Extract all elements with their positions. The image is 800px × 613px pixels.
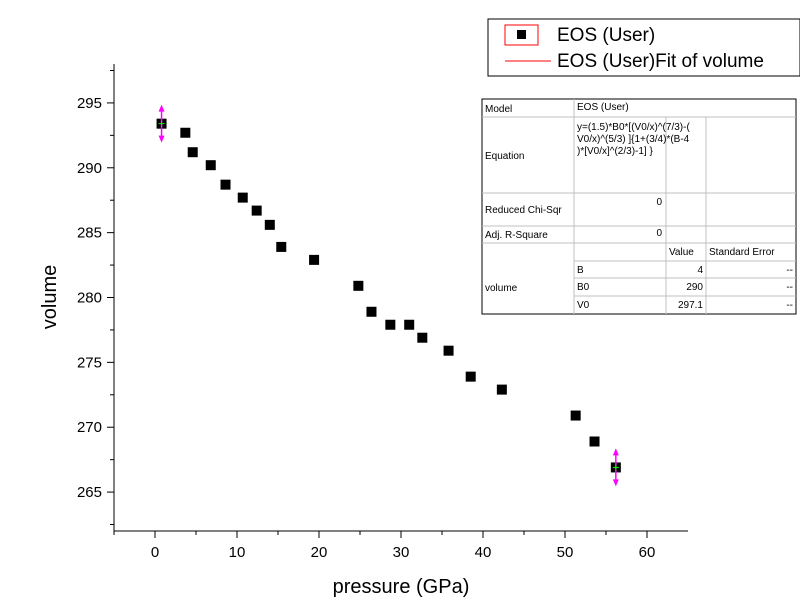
table-grid	[482, 99, 796, 314]
y-ticks: 265 270 275 280 285 290 295	[77, 69, 114, 526]
legend: EOS (User) EOS (User)Fit of volume	[487, 18, 800, 77]
x-tick-label: 40	[475, 544, 492, 561]
table-equation-line-1: y=(1.5)*B0*[(V0/x)^(7/3)-(	[577, 122, 690, 133]
data-point	[443, 345, 454, 356]
table-value-header: Value	[669, 247, 694, 258]
table-stderr-header: Standard Error	[709, 247, 775, 258]
x-ticks: 0 10 20 30 40 50 60	[113, 531, 656, 561]
data-point	[404, 319, 415, 330]
table-param-name: B0	[577, 282, 590, 293]
table-param-group-label: volume	[485, 283, 518, 294]
table-param-stderr: --	[786, 282, 793, 293]
x-axis-title: pressure (GPa)	[333, 576, 470, 598]
table-param-stderr: --	[786, 265, 793, 276]
data-point	[237, 192, 248, 203]
data-point	[496, 384, 507, 395]
data-point	[353, 280, 364, 291]
highlight-markers	[158, 104, 619, 487]
x-tick-label: 10	[229, 544, 246, 561]
legend-label-fit: EOS (User)Fit of volume	[557, 51, 764, 72]
x-tick-label: 60	[639, 544, 656, 561]
table-chisqr-value: 0	[656, 197, 662, 208]
table-model-value: EOS (User)	[577, 102, 629, 113]
highlight-marker	[612, 448, 619, 487]
legend-square-marker	[517, 30, 526, 39]
x-tick-label: 50	[557, 544, 574, 561]
y-tick-label: 280	[77, 290, 102, 307]
data-point	[570, 410, 581, 421]
legend-frame	[487, 18, 800, 77]
table-param-name: V0	[577, 300, 590, 311]
highlight-marker	[158, 104, 165, 143]
legend-swatch-box	[504, 24, 539, 46]
table-param-value: 297.1	[678, 300, 703, 311]
table-param-name: B	[577, 265, 584, 276]
table-param-value: 4	[697, 265, 703, 276]
x-tick-label: 20	[311, 544, 328, 561]
data-point	[309, 254, 320, 265]
data-point	[465, 371, 476, 382]
data-point	[220, 179, 231, 190]
table-model-label: Model	[485, 104, 512, 115]
table-r2-value: 0	[656, 228, 662, 239]
data-point	[187, 147, 198, 158]
y-tick-label: 290	[77, 160, 102, 177]
table-chisqr-label: Reduced Chi-Sqr	[485, 205, 562, 216]
data-point	[251, 205, 262, 216]
table-equation-label: Equation	[485, 151, 524, 162]
table-equation-line-3: )*[V0/x]^(2/3)-1] }	[577, 146, 653, 157]
table-equation-line-2: V0/x)^(5/3) ]{1+(3/4)*(B-4	[577, 134, 690, 145]
table-param-value: 290	[686, 282, 703, 293]
data-point	[417, 332, 428, 343]
data-point	[276, 241, 287, 252]
data-point	[180, 127, 191, 138]
y-tick-label: 270	[77, 419, 102, 436]
data-point	[264, 219, 275, 230]
legend-label-eos: EOS (User)	[557, 25, 655, 46]
table-param-stderr: --	[786, 300, 793, 311]
data-point	[205, 160, 216, 171]
results-table: Model EOS (User) Equation y=(1.5)*B0*[(V…	[481, 98, 797, 315]
table-r2-label: Adj. R-Square	[485, 230, 548, 241]
y-tick-label: 265	[77, 484, 102, 501]
x-tick-label: 0	[151, 544, 159, 561]
data-point	[589, 436, 600, 447]
y-tick-label: 275	[77, 354, 102, 371]
y-axis-title: volume	[39, 265, 61, 329]
data-point	[366, 306, 377, 317]
y-tick-label: 285	[77, 225, 102, 242]
y-tick-label: 295	[77, 95, 102, 112]
data-point	[385, 319, 396, 330]
x-tick-label: 30	[393, 544, 410, 561]
